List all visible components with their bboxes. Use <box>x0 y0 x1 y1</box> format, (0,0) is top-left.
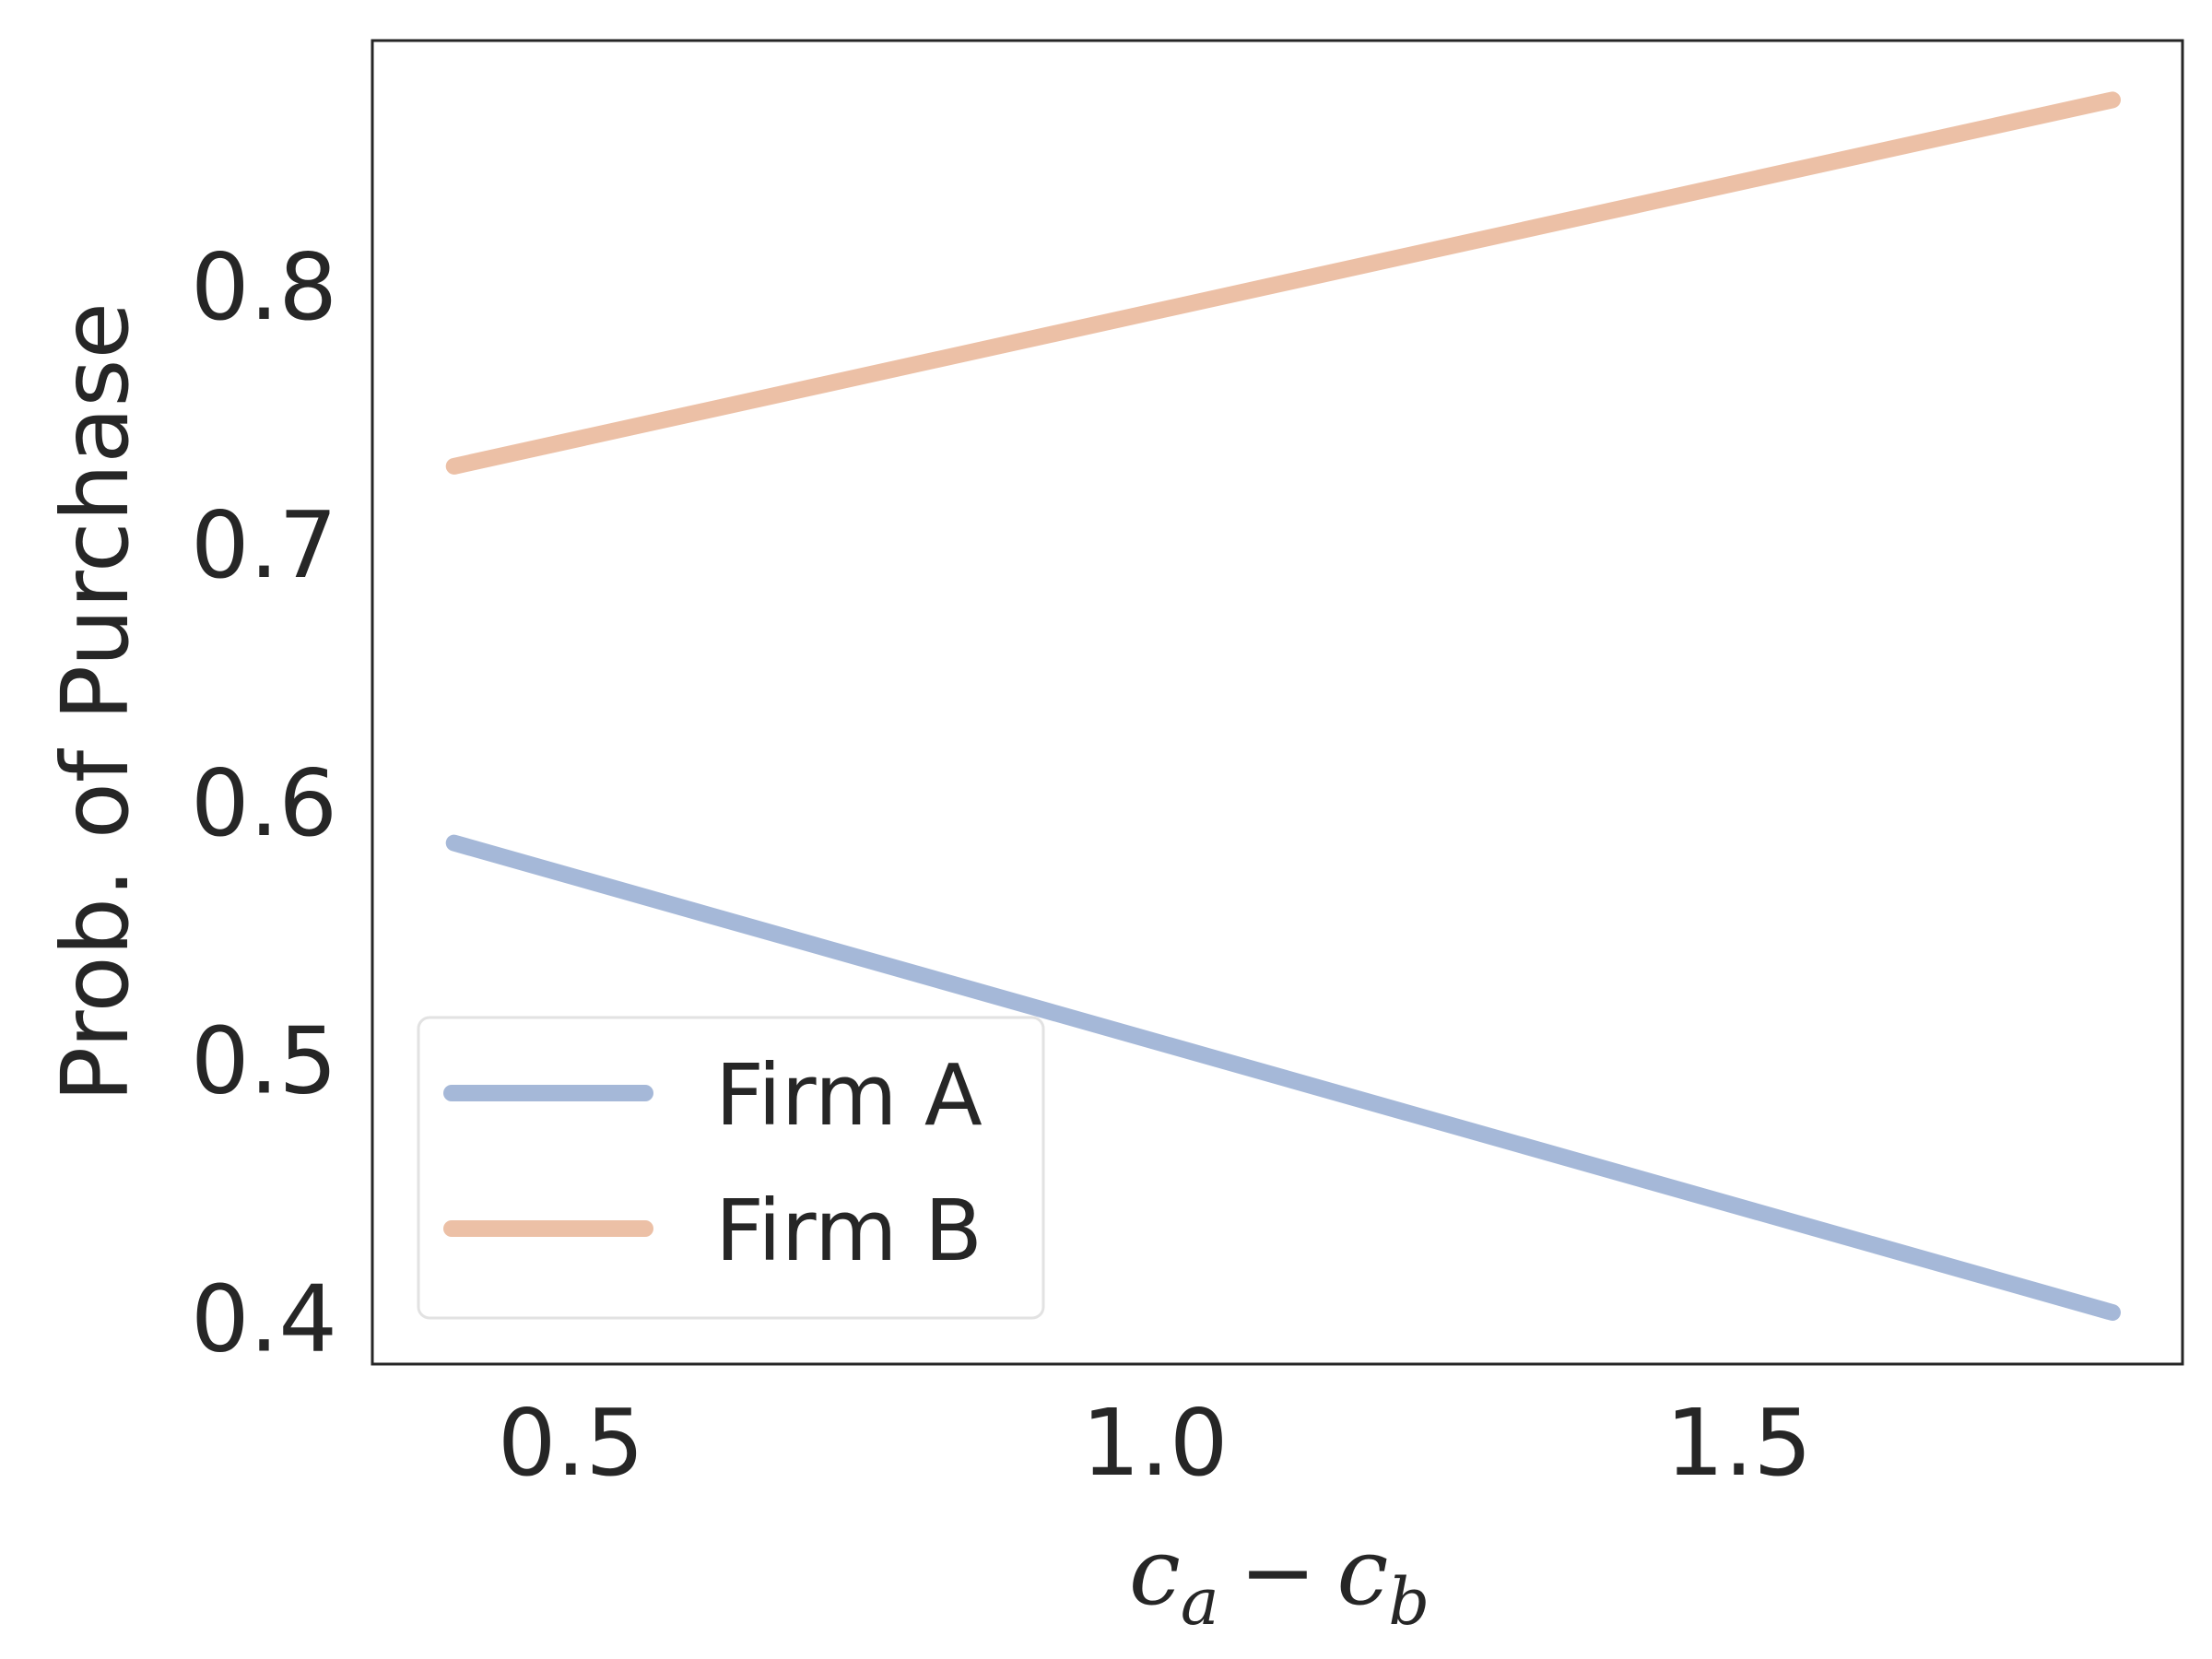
x-label-c1: c <box>1129 1518 1181 1626</box>
y-tick-label: 0.5 <box>191 1007 337 1115</box>
legend-label-firm-a: Firm A <box>715 1046 982 1145</box>
y-tick-label: 0.6 <box>191 749 337 857</box>
x-tick-label: 1.5 <box>1665 1389 1812 1497</box>
x-label-sub-a: a <box>1181 1564 1219 1640</box>
y-axis-label: Prob. of Purchase <box>41 302 149 1102</box>
x-label-minus: − <box>1240 1518 1317 1626</box>
x-tick-label: 1.0 <box>1081 1389 1228 1497</box>
y-tick-label: 0.8 <box>191 233 337 341</box>
x-axis-ticks: 0.5 1.0 1.5 <box>498 1389 1812 1497</box>
x-label-sub-b: b <box>1388 1564 1430 1640</box>
series-line-firm-a <box>445 834 2121 1321</box>
y-axis-ticks: 0.4 0.5 0.6 0.7 0.8 <box>191 233 337 1373</box>
series-line-firm-b <box>445 91 2121 475</box>
series-layer <box>445 91 2121 1321</box>
legend: Firm A Firm B <box>417 1016 1045 1320</box>
x-tick-label: 0.5 <box>498 1389 644 1497</box>
y-tick-label: 0.4 <box>191 1265 337 1373</box>
x-label-c2: c <box>1336 1518 1388 1626</box>
y-tick-label: 0.7 <box>191 491 337 599</box>
x-axis-label: ca − cb <box>1129 1518 1430 1640</box>
legend-label-firm-b: Firm B <box>715 1182 982 1280</box>
